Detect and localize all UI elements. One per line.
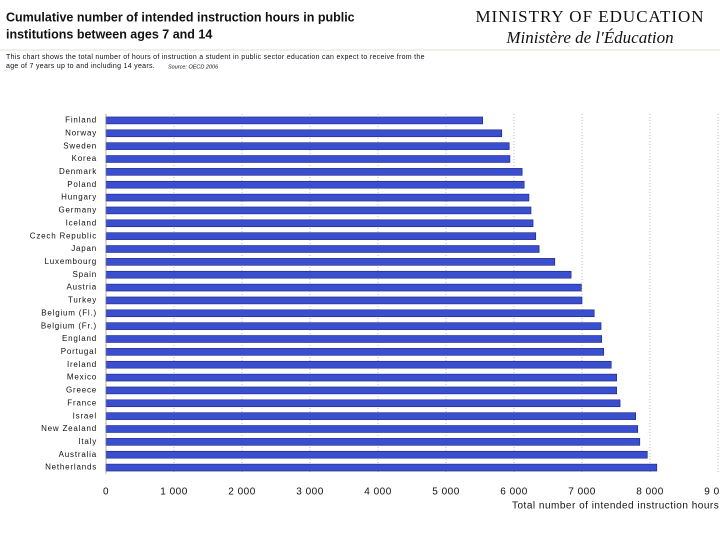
y-tick-label: Japan [71,244,97,253]
x-tick-label: 4 000 [364,487,392,498]
x-tick-label: 6 000 [500,487,528,498]
x-tick-label: 8 000 [636,487,664,498]
bar [105,412,637,420]
x-tick-label: 1 000 [160,487,188,498]
x-tick-label: 5 000 [432,487,460,498]
bar [105,373,617,382]
y-tick-label: Germany [59,206,98,215]
y-tick-label: Italy [78,437,97,446]
x-tick-label: 2 000 [228,487,256,498]
bar [105,335,603,343]
y-tick-label: New Zealand [41,424,97,433]
description: age of 7 years up to and including 14 ye… [6,63,155,70]
source: Source: OECD 2006 [168,64,219,70]
bar [105,142,510,150]
bar [105,296,583,305]
y-tick-label: Austria [67,283,98,292]
x-axis-title: Total number of intended instruction hou… [512,501,719,512]
logo: MINISTRY OF EDUCATION [475,7,704,26]
y-tick-label: Mexico [67,373,97,382]
bar [105,283,582,292]
logo: Ministère de l'Éducation [505,28,673,47]
bar [105,219,534,228]
bar [105,348,605,356]
x-tick-label: 3 000 [296,487,324,498]
y-tick-label: Portugal [61,347,97,356]
bar [105,463,658,472]
x-tick-label: 7 000 [568,487,596,498]
bar [105,180,525,189]
bar [105,155,511,163]
y-tick-label: Denmark [59,167,97,176]
x-tick-label: 9 000 [704,487,720,498]
y-tick-label: Turkey [68,296,97,305]
bar [105,425,639,433]
y-tick-label: Netherlands [45,463,97,472]
y-tick-label: Australia [59,450,97,459]
bar [105,168,523,176]
bar [105,193,530,202]
bar [105,438,641,446]
y-tick-label: Ireland [67,360,97,369]
bar [105,232,537,240]
title: institutions between ages 7 and 14 [6,27,212,41]
y-tick-label: Norway [65,128,97,137]
bar [105,399,621,408]
y-tick-label: Hungary [61,193,97,202]
bar [105,245,540,253]
bar [105,386,617,395]
bar [105,450,648,459]
bar [105,116,484,125]
y-tick-label: Iceland [66,218,97,227]
y-tick-label: Greece [66,386,97,395]
y-tick-label: Belgium (Fl.) [41,308,97,317]
bar [105,258,556,266]
y-tick-label: Korea [72,154,97,163]
y-tick-label: Finland [65,116,97,125]
y-tick-label: France [67,398,97,407]
y-tick-label: England [62,334,97,343]
bar [105,206,532,215]
y-tick-label: Spain [73,270,97,279]
bar [105,322,602,330]
bar [105,360,612,369]
bar [105,309,595,318]
title: Cumulative number of intended instructio… [6,10,355,24]
bar [105,129,503,138]
description: This chart shows the total number of hou… [6,54,425,61]
y-tick-label: Sweden [63,141,97,150]
y-tick-label: Luxembourg [45,257,97,266]
y-tick-label: Poland [67,180,97,189]
bar [105,270,572,279]
x-tick-label: 0 [103,487,109,498]
y-tick-label: Israel [73,411,97,420]
y-tick-label: Belgium (Fr.) [41,321,97,330]
y-tick-label: Czech Republic [30,231,97,240]
